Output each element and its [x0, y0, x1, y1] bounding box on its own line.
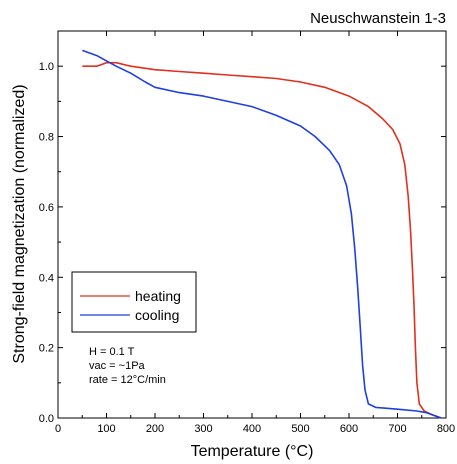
- x-tick-label-1: 100: [97, 423, 115, 435]
- x-tick-label-4: 400: [243, 423, 261, 435]
- x-tick-label-6: 600: [340, 423, 358, 435]
- x-axis-ticks: 0 100 200 300 400 500 600 700 800: [55, 31, 455, 435]
- x-tick-label-8: 800: [437, 423, 455, 435]
- condition-rate: rate = 12°C/min: [89, 374, 166, 386]
- condition-vacuum: vac = ~1Pa: [89, 360, 146, 372]
- series-line-heating: [82, 61, 442, 419]
- y-tick-label-4: 0.8: [39, 132, 54, 144]
- condition-field: H = 0.1 T: [89, 346, 135, 358]
- y-tick-label-1: 0.2: [39, 343, 54, 355]
- x-tick-label-0: 0: [55, 423, 61, 435]
- series-line-cooling: [82, 49, 442, 419]
- chart-title: Neuschwanstein 1-3: [310, 10, 446, 27]
- y-tick-label-2: 0.4: [39, 272, 54, 284]
- y-tick-label-0: 0.0: [39, 413, 54, 425]
- legend-label-heating: heating: [135, 288, 181, 304]
- conditions-annotation: H = 0.1 T vac = ~1Pa rate = 12°C/min: [89, 346, 166, 386]
- x-tick-label-2: 200: [146, 423, 164, 435]
- x-tick-label-5: 500: [291, 423, 309, 435]
- legend-box: [71, 271, 197, 333]
- y-tick-label-5: 1.0: [39, 61, 54, 73]
- y-axis-title: Strong-field magnetization (normalized): [11, 84, 28, 363]
- x-axis-title: Temperature (°C): [191, 443, 314, 460]
- y-axis-ticks: 0.0 0.2 0.4 0.6 0.8 1.0: [39, 30, 446, 425]
- x-tick-label-7: 700: [388, 423, 406, 435]
- x-tick-label-3: 300: [194, 423, 212, 435]
- legend-label-cooling: cooling: [135, 307, 179, 323]
- series-lines: [82, 49, 442, 419]
- legend: heating cooling: [71, 271, 197, 333]
- y-tick-label-3: 0.6: [39, 202, 54, 214]
